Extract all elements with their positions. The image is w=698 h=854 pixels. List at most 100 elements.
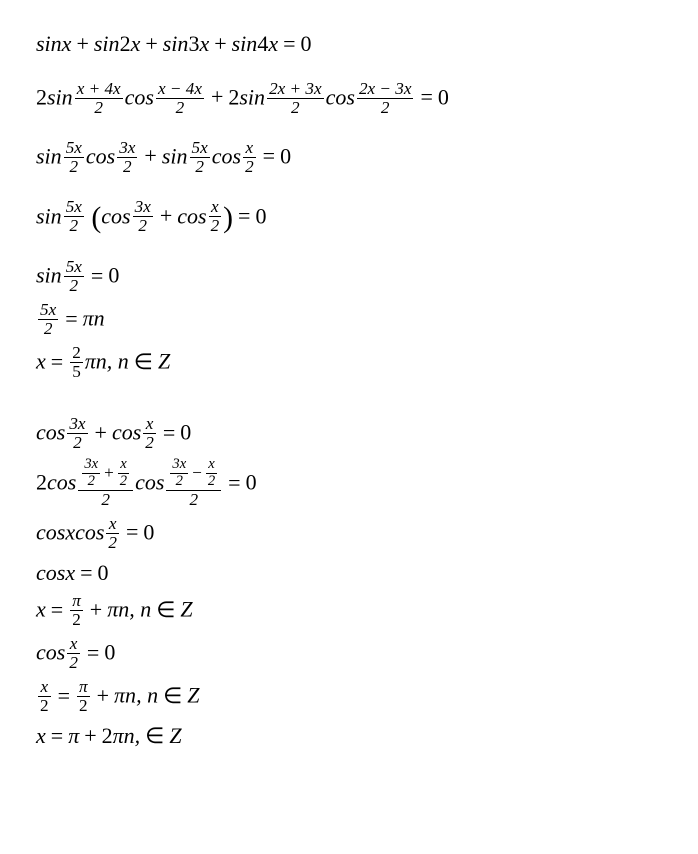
eq-line-14: x2=π2+πn, n∈Z: [36, 679, 662, 716]
num: x: [67, 635, 80, 654]
zero: 0: [246, 470, 257, 495]
fn: cos: [212, 143, 241, 168]
frac: x − 4x2: [156, 80, 204, 117]
num: x: [206, 457, 217, 473]
zero: 0: [280, 143, 291, 168]
eq: =: [233, 203, 255, 228]
eq-line-10: cosxcosx2=0: [36, 516, 662, 553]
pi-n: πn: [85, 349, 107, 374]
var: x: [131, 31, 141, 56]
eq: =: [46, 723, 68, 748]
in: ∈: [140, 723, 169, 748]
coef: 3: [188, 31, 199, 56]
set-z: Z: [169, 723, 181, 748]
eq-line-1: sinx+sin2x+sin3x+sin4x=0: [36, 30, 662, 59]
eq: =: [223, 470, 245, 495]
fn: sin: [232, 31, 258, 56]
eq-line-12: x=π2+πn, n∈Z: [36, 593, 662, 630]
coef: 4: [257, 31, 268, 56]
den: 2: [190, 158, 210, 176]
op: +: [206, 84, 228, 109]
var: x: [268, 31, 278, 56]
frac: x2: [106, 515, 119, 552]
num: 3x: [133, 198, 153, 217]
den: 2: [243, 158, 256, 176]
coef: 2: [36, 470, 47, 495]
den: 2: [106, 534, 119, 552]
frac: x2: [243, 139, 256, 176]
frac: π2: [70, 592, 83, 629]
den: 2: [38, 320, 58, 338]
frac: 5x2: [64, 198, 84, 235]
op: +: [90, 420, 112, 445]
frac: 2x − 3x2: [357, 80, 414, 117]
den: 2: [64, 158, 84, 176]
comma: ,: [136, 683, 147, 708]
op: +: [85, 597, 107, 622]
zero: 0: [98, 560, 109, 585]
den: 2: [78, 491, 133, 509]
eq: =: [86, 263, 108, 288]
op: +: [140, 31, 162, 56]
fn: sin: [36, 143, 62, 168]
num: π: [70, 592, 83, 611]
in: ∈: [129, 349, 158, 374]
frac: 5x2: [64, 258, 84, 295]
eq-line-7: x=25πn, n∈Z: [36, 345, 662, 382]
frac-inner: 3x2: [170, 457, 188, 489]
frac: 5x2: [64, 139, 84, 176]
num: π: [77, 678, 90, 697]
num: 5x: [64, 139, 84, 158]
fn: sinx: [36, 31, 71, 56]
eq: =: [415, 84, 437, 109]
eq-line-3: sin5x2cos3x2+sin5x2cosx2=0: [36, 140, 662, 177]
fn: cosxcos: [36, 519, 104, 544]
fn: sin: [47, 84, 73, 109]
frac: 2x + 3x2: [267, 80, 324, 117]
lparen: (: [91, 202, 101, 234]
pi-n: πn: [83, 306, 105, 331]
frac: 5x2: [38, 301, 58, 338]
eq-line-13: cosx2=0: [36, 636, 662, 673]
num: 3x: [82, 457, 100, 473]
op: −: [190, 463, 204, 482]
comma: ,: [129, 597, 140, 622]
set-z: Z: [187, 683, 199, 708]
spacer: [36, 404, 662, 416]
eq-line-5: sin5x2=0: [36, 259, 662, 296]
zero: 0: [143, 519, 154, 544]
fn: sin: [239, 84, 265, 109]
den: 2: [156, 99, 204, 117]
eq-line-4: sin5x2 (cos3x2+cosx2)=0: [36, 199, 662, 238]
fn: cos: [47, 470, 76, 495]
frac: x2: [143, 415, 156, 452]
fn: cos: [112, 420, 141, 445]
zero: 0: [438, 84, 449, 109]
op: +: [209, 31, 231, 56]
num: x + 4x: [75, 80, 123, 99]
frac: 3x2: [67, 415, 87, 452]
frac: 3x2−x2 2: [166, 458, 221, 509]
den: 2: [143, 434, 156, 452]
eq: =: [121, 519, 143, 544]
fn: cos: [101, 203, 130, 228]
num: 3x: [67, 415, 87, 434]
num: 3x: [117, 139, 137, 158]
eq: =: [46, 597, 68, 622]
num: 3x: [170, 457, 188, 473]
frac-inner: 3x2: [82, 457, 100, 489]
num: x: [243, 139, 256, 158]
num: 5x: [38, 301, 58, 320]
fn: cos: [125, 84, 154, 109]
num: 2x − 3x: [357, 80, 414, 99]
fn: sin: [163, 31, 189, 56]
den: 2: [67, 434, 87, 452]
var: x: [199, 31, 209, 56]
frac: 3x2: [117, 139, 137, 176]
fn: sin: [162, 143, 188, 168]
den: 2: [70, 611, 83, 629]
num: x: [38, 678, 51, 697]
fn: cos: [135, 470, 164, 495]
num: x: [143, 415, 156, 434]
num: x: [209, 198, 222, 217]
